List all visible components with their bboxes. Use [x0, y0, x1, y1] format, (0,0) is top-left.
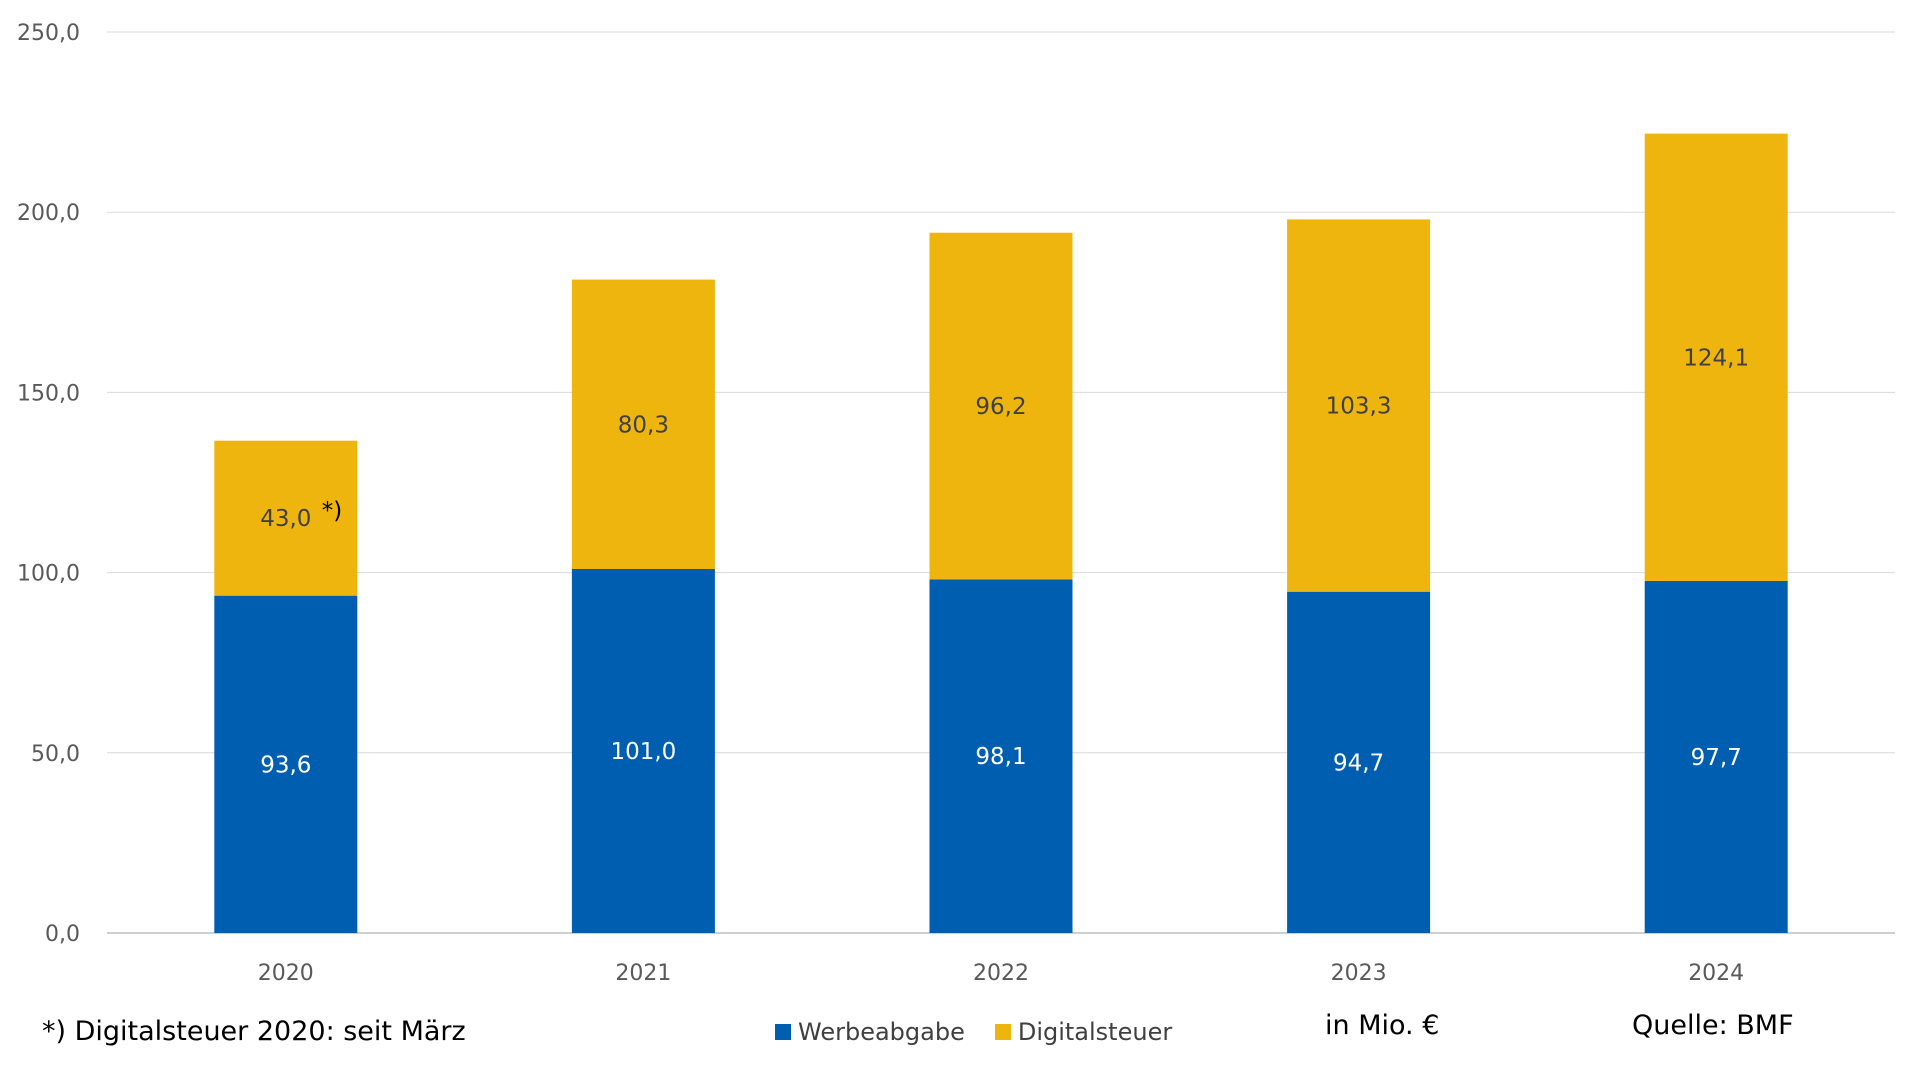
x-tick-label: 2022	[973, 961, 1029, 986]
y-tick-label: 250,0	[17, 21, 80, 46]
y-axis-ticks: 0,0 50,0 100,0 150,0 200,0 250,0	[17, 21, 80, 947]
data-labels: 93,6 43,0 101,0 80,3 98,1 96,2 94,7 103,3 97,7 12…	[260, 345, 1749, 778]
data-label-werbeabgabe-2022: 98,1	[975, 744, 1026, 770]
legend-item-werbeabgabe: Werbeabgabe	[775, 1018, 965, 1046]
y-tick-label: 100,0	[17, 562, 80, 587]
legend-label-digitalsteuer: Digitalsteuer	[1017, 1018, 1173, 1046]
bars	[214, 133, 1788, 933]
legend-label-werbeabgabe: Werbeabgabe	[798, 1018, 965, 1046]
x-tick-label: 2021	[615, 961, 671, 986]
y-tick-label: 50,0	[31, 742, 80, 767]
bar-segment-werbeabgabe-2021	[571, 568, 715, 933]
x-axis-ticks: 2020 2021 2022 2023 2024	[258, 961, 1744, 986]
legend-swatch-werbeabgabe	[775, 1024, 791, 1040]
bar-segment-werbeabgabe-2022	[929, 579, 1073, 933]
data-label-werbeabgabe-2021: 101,0	[610, 739, 676, 765]
bar-segment-digitalsteuer-2023	[1287, 219, 1431, 592]
legend: Werbeabgabe Digitalsteuer	[775, 1018, 1172, 1046]
data-label-werbeabgabe-2023: 94,7	[1333, 750, 1384, 776]
footnote: *) Digitalsteuer 2020: seit März	[42, 1016, 466, 1047]
bar-segment-werbeabgabe-2024	[1644, 580, 1788, 933]
unit-note: in Mio. €	[1325, 1010, 1440, 1041]
y-tick-label: 0,0	[45, 922, 80, 947]
y-tick-label: 150,0	[17, 381, 80, 406]
annotation-asterisk: *)	[322, 498, 342, 524]
bar-segment-digitalsteuer-2021	[571, 279, 715, 569]
bar-segment-digitalsteuer-2024	[1644, 133, 1788, 581]
data-label-digitalsteuer-2024: 124,1	[1683, 345, 1749, 371]
bar-segment-werbeabgabe-2020	[214, 595, 358, 933]
data-label-digitalsteuer-2023: 103,3	[1326, 394, 1392, 420]
data-label-werbeabgabe-2020: 93,6	[260, 752, 311, 778]
legend-swatch-digitalsteuer	[994, 1024, 1011, 1040]
bar-segment-digitalsteuer-2020	[214, 440, 358, 596]
data-label-digitalsteuer-2020: 43,0	[260, 506, 311, 532]
x-tick-label: 2020	[258, 961, 314, 986]
y-tick-label: 200,0	[17, 201, 80, 226]
data-label-werbeabgabe-2024: 97,7	[1691, 745, 1742, 771]
legend-item-digitalsteuer: Digitalsteuer	[994, 1018, 1173, 1046]
bar-segment-digitalsteuer-2022	[929, 232, 1073, 580]
source-note: Quelle: BMF	[1632, 1010, 1794, 1041]
x-tick-label: 2024	[1688, 961, 1744, 986]
bar-segment-werbeabgabe-2023	[1287, 591, 1431, 933]
data-label-digitalsteuer-2022: 96,2	[975, 394, 1026, 420]
x-tick-label: 2023	[1331, 961, 1387, 986]
data-label-digitalsteuer-2021: 80,3	[618, 412, 669, 438]
